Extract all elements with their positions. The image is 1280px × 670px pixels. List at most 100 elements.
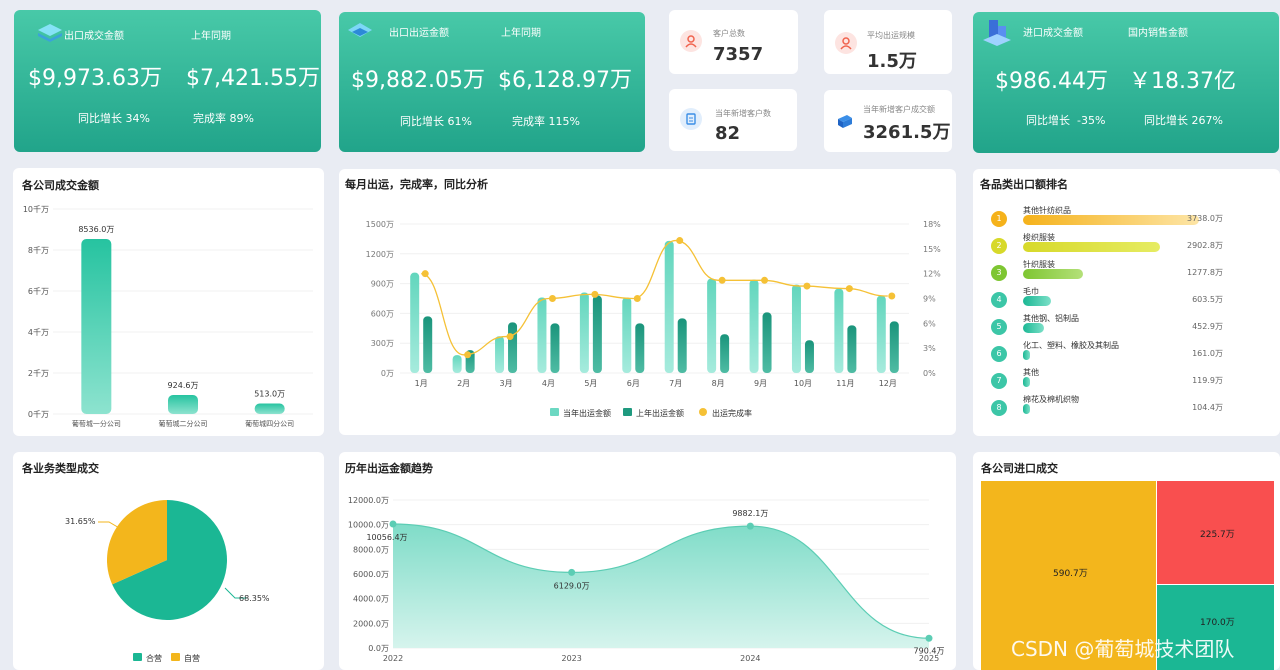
treemap-label: 590.7万 [1053, 569, 1088, 579]
completion-point [761, 276, 769, 284]
completion-point [803, 282, 811, 290]
rank-name: 棉花及棉机织物 [1023, 395, 1079, 404]
rank-bar [1023, 350, 1031, 360]
yearly-trend-chart: 12000.0万 10000.0万 8000.0万 6000.0万 4000.0万 200… [348, 496, 945, 663]
kpi-new-customers-card: 当年新增客户数 82 [669, 89, 797, 151]
kpi-title: 进口成交金额 [1023, 28, 1083, 39]
kpi-export-ship-card: 出口出运金额 上年同期 $9,882.05万 $6,128.97万 同比增长 6… [339, 12, 645, 152]
legend-label: 合营 [146, 653, 162, 663]
bar-previous [592, 295, 602, 373]
y-tick-label: 6千万 [28, 286, 49, 296]
completion-line [421, 239, 888, 356]
rank-bar [1023, 215, 1199, 225]
monthly-chart-card: 每月出运，完成率，同比分析 1500万 1200万 900万 600万 300万 0万 18… [339, 169, 956, 435]
y-tick-label: 6000.0万 [353, 570, 389, 579]
bar-previous [847, 325, 857, 373]
x-tick-label: 3月 [499, 379, 512, 388]
bar-current [537, 297, 547, 373]
bar-current [664, 240, 674, 373]
rank-bar [1023, 269, 1083, 279]
rank-badge: 7 [991, 373, 1007, 389]
rank-badge: 4 [991, 292, 1007, 308]
x-tick-label: 5月 [584, 379, 597, 388]
legend-swatch [171, 653, 180, 661]
bar-current [579, 292, 589, 373]
cube-icon [834, 110, 856, 132]
bar-current [452, 355, 462, 373]
completion-point [591, 290, 599, 298]
rank-name: 毛巾 [1023, 287, 1039, 296]
legend-swatch [623, 408, 632, 416]
legend-swatch [699, 408, 707, 416]
rank-bar [1023, 242, 1161, 252]
kpi-avg-shipment-card: 平均出运规模 1.5万 [824, 10, 952, 74]
kpi-title: 出口出运金额 [389, 28, 449, 39]
kpi-import-card: 进口成交金额 国内销售金额 $986.44万 ￥18.37亿 同比增长 -35%… [973, 12, 1279, 153]
bar-current [622, 297, 632, 373]
x-tick-label: 7月 [669, 379, 682, 388]
card-title: 每月出运，完成率，同比分析 [345, 178, 488, 191]
company-import-card: 各公司进口成交 590.7万 225.7万 170.0万 [973, 452, 1280, 670]
treemap-label: 170.0万 [1200, 618, 1235, 628]
rank-badge: 2 [991, 238, 1007, 254]
completion-point [506, 333, 514, 341]
bar [254, 403, 285, 414]
rank-name: 化工、塑料、橡胶及其制品 [1023, 341, 1119, 350]
rank-bar [1023, 323, 1045, 333]
treemap-cell[interactable]: 170.0万 [1157, 585, 1274, 670]
bar-previous [677, 318, 687, 373]
layers-icon [348, 23, 372, 37]
rank-row: 3 针织服装 1277.8万 [973, 259, 1253, 286]
bar-previous [889, 321, 899, 373]
x-tick-label: 2024 [740, 654, 760, 663]
watermark: CSDN @葡萄城技术团队 [1011, 637, 1235, 661]
treemap-label: 225.7万 [1200, 530, 1235, 540]
completion-point [718, 276, 726, 284]
legend-swatch [550, 408, 559, 416]
data-label: 790.4万 [914, 646, 945, 655]
trend-point [925, 634, 933, 642]
rank-bar [1023, 404, 1030, 414]
business-type-pie: 68.35% 31.65% 合营 自营 [65, 500, 270, 663]
bar-previous [508, 322, 518, 373]
trend-point [568, 568, 576, 576]
kpi-value: 1.5万 [867, 51, 917, 72]
y-tick-label: 10千万 [23, 204, 49, 214]
rank-row: 2 梭织服装 2902.8万 [973, 232, 1253, 259]
rank-badge: 8 [991, 400, 1007, 416]
rank-badge: 6 [991, 346, 1007, 362]
y-tick-label: 1200万 [366, 250, 394, 259]
rank-name: 梭织服装 [1023, 233, 1055, 242]
treemap-cell[interactable]: 590.7万 [981, 481, 1156, 670]
kpi-completion: 完成率 89% [193, 112, 254, 125]
trend-area [393, 523, 929, 648]
x-tick-label: 2025 [919, 654, 939, 663]
bar-current [495, 336, 505, 373]
treemap-cell[interactable]: 225.7万 [1157, 481, 1274, 584]
bar-previous [635, 323, 645, 373]
user-icon [835, 32, 857, 54]
x-tick-label: 8月 [712, 379, 725, 388]
bar [168, 395, 198, 414]
y2-tick-label: 3% [923, 344, 936, 353]
data-label: 6129.0万 [554, 581, 590, 590]
kpi-compare-label: 上年同期 [501, 28, 541, 39]
y-tick-label: 12000.0万 [348, 496, 389, 505]
card-title: 各业务类型成交 [22, 462, 99, 475]
company-deals-card: 各公司成交金额 10千万 8千万 6千万 4千万 2千万 0千万 8536.0万 葡萄城一分公… [13, 168, 324, 436]
bar [81, 239, 112, 414]
y-tick-label: 900万 [371, 280, 394, 289]
trend-line [392, 523, 930, 639]
kpi-yoy: 同比增长 61% [400, 115, 472, 128]
bar-current [791, 284, 801, 373]
completion-point [888, 292, 896, 300]
buildings-icon [983, 20, 1011, 46]
pie-label: 31.65% [65, 517, 96, 526]
y2-tick-label: 6% [923, 319, 936, 328]
y-tick-label: 4千万 [28, 327, 49, 337]
completion-point [548, 295, 556, 302]
y-tick-label: 600万 [371, 309, 394, 318]
layers-icon [38, 24, 62, 42]
y-tick-label: 4000.0万 [353, 595, 389, 604]
kpi-yoy: 同比增长 34% [78, 112, 150, 125]
